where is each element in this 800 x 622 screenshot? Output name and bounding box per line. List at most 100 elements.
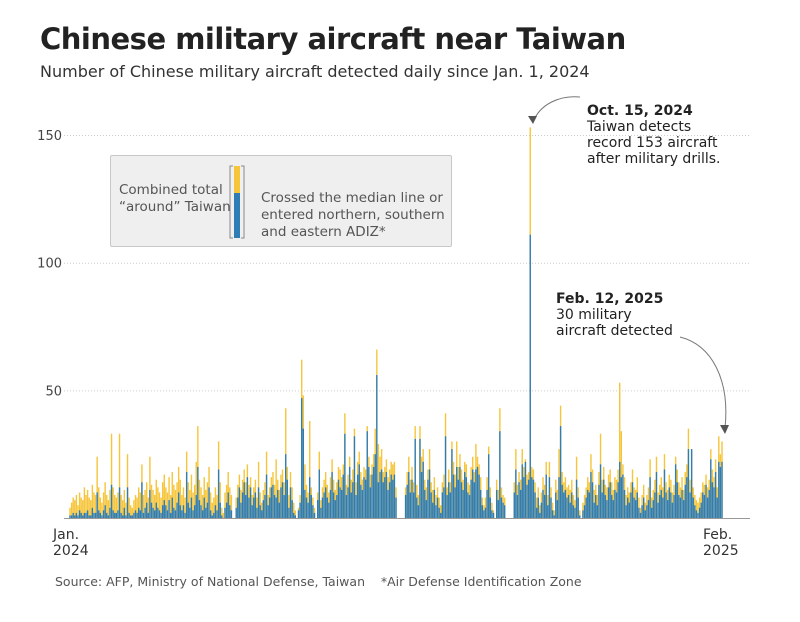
bar-adiz [94,512,97,518]
oct-arrowhead-icon [528,116,537,124]
bar-adiz [556,500,559,518]
bar-total [112,487,114,518]
bar-adiz [299,502,301,518]
bar-adiz [122,515,124,518]
bar-adiz [323,492,325,518]
bar-adiz [425,500,428,518]
bar-adiz [384,477,386,518]
bar-adiz [553,515,555,518]
legend-adiz-line-1: Crossed the median line or [261,190,443,206]
bar-adiz [214,505,217,518]
bar-total [122,500,124,518]
bar-adiz [547,505,549,518]
bar-adiz [267,505,269,518]
bar-adiz [486,489,488,518]
bar-total [144,489,146,518]
bar-total [229,487,231,518]
bar-adiz [192,510,194,518]
bar-adiz [158,510,161,518]
bar-adiz [141,482,143,518]
y-tick-label: 150 [37,129,62,144]
bar-adiz [318,469,320,518]
bar-adiz [678,495,680,518]
bar-adiz [102,510,105,518]
bar-adiz [475,469,477,518]
bar-adiz [663,469,666,518]
bar-adiz [74,515,76,518]
bar-adiz [641,505,643,518]
bar-adiz [660,489,662,518]
bar-adiz [293,512,295,518]
bar-adiz [321,497,324,518]
bar-adiz [235,507,237,518]
bar-adiz [219,502,221,518]
bar-adiz [593,502,595,518]
bar-adiz [109,507,111,518]
bar-adiz [230,510,233,518]
bar-adiz [526,484,528,518]
bar-adiz [419,438,421,518]
bar-adiz [133,512,135,518]
bar-adiz [198,500,201,518]
bar-adiz [245,495,247,518]
bar-adiz [502,502,504,518]
bar-adiz [467,492,469,518]
bar-total [294,510,297,518]
bar-adiz [459,466,461,518]
bar-adiz [665,492,667,518]
bar-adiz [189,507,191,518]
bar-total [72,497,74,518]
legend-total-line-1: Combined total [119,182,223,198]
bar-total [174,489,177,518]
bar-adiz [72,512,74,518]
bar-adiz [83,512,86,518]
bar-adiz [336,495,338,518]
feb-annotation-date: Feb. 12, 2025 [556,291,664,307]
bar-adiz [603,479,605,518]
bar-adiz [134,510,137,518]
bar-adiz [238,487,241,518]
bar-total [275,459,277,518]
bar-adiz [179,505,181,518]
bar-total [134,495,137,518]
bar-adiz [583,505,586,518]
bar-adiz [251,505,253,518]
bar-adiz [435,505,437,518]
bar-adiz [78,510,81,518]
bar-adiz [404,495,407,518]
bar-adiz [138,507,140,518]
bar-adiz [527,479,530,518]
bar-adiz [503,505,506,518]
bar-adiz [173,507,175,518]
x-label-end: Feb. 2025 [703,527,739,559]
bar-adiz [316,500,319,518]
bar-adiz [289,487,292,518]
bar-adiz [628,502,631,518]
bar-adiz [155,502,157,518]
bar-total [88,497,90,518]
bar-adiz [582,510,584,518]
bar-adiz [157,507,159,518]
bar-adiz [451,449,453,518]
bar-adiz [636,492,639,518]
bar-adiz [75,512,78,518]
bar-adiz [417,505,420,518]
bar-adiz [197,466,199,518]
bar-adiz [697,512,699,518]
bar-total [179,479,181,518]
chart-title: Chinese military aircraft near Taiwan [40,22,626,56]
bar-total [77,505,79,518]
bar-total [171,472,173,518]
bar-total [160,497,162,518]
bar-total [117,492,119,518]
bar-adiz [174,510,177,518]
bar-total [230,495,233,518]
bar-adiz [281,482,284,518]
bar-adiz [277,489,279,518]
bar-adiz [208,487,210,518]
bar-adiz [642,497,645,518]
bar-total [80,497,82,518]
bar-adiz [185,472,188,518]
bar-adiz [689,492,691,518]
bar-adiz [356,474,359,518]
